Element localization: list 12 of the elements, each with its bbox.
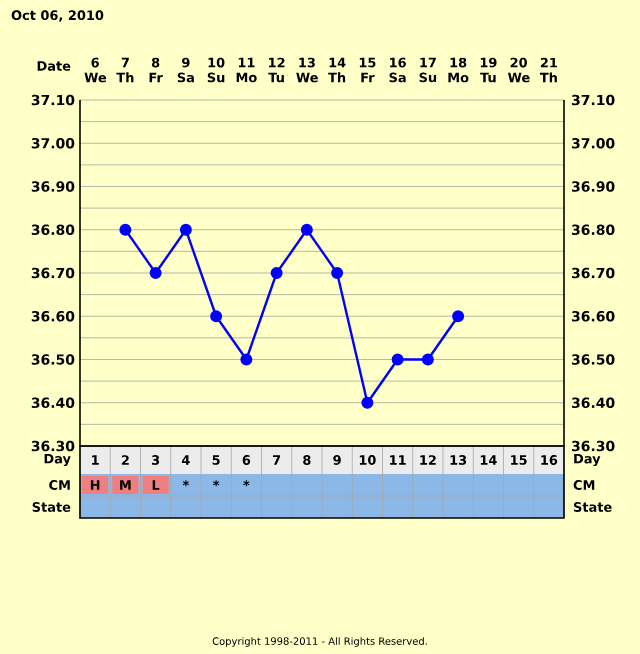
point bbox=[391, 353, 404, 366]
point bbox=[300, 223, 313, 236]
point bbox=[210, 310, 223, 323]
point bbox=[361, 396, 374, 409]
point bbox=[270, 267, 283, 279]
point bbox=[149, 267, 162, 279]
point bbox=[119, 223, 132, 236]
point bbox=[421, 353, 434, 366]
point bbox=[179, 223, 192, 236]
point bbox=[331, 267, 344, 279]
point bbox=[240, 353, 253, 366]
point bbox=[452, 310, 465, 323]
